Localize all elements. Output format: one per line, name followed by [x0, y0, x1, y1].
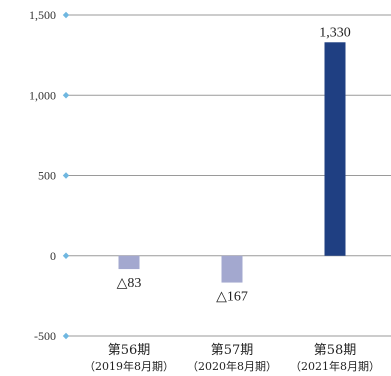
y-tick-marker — [62, 11, 70, 19]
y-tick-marker — [62, 332, 70, 340]
bar — [118, 255, 140, 270]
y-tick-label: 1,500 — [29, 8, 56, 22]
x-category-sublabel: （2019年8月期） — [84, 359, 174, 373]
y-tick-label: 1,000 — [29, 88, 56, 102]
y-tick-marker — [62, 172, 70, 179]
bar — [221, 255, 243, 283]
x-category-label: 第56期 — [108, 343, 151, 358]
x-category-sublabel: （2020年8月期） — [187, 359, 277, 373]
x-category-label: 第58期 — [314, 343, 357, 358]
y-tick-label: -500 — [34, 329, 56, 343]
x-category-sublabel: （2021年8月期） — [290, 359, 380, 373]
y-tick-marker — [62, 92, 70, 99]
y-tick-label: 0 — [50, 249, 56, 263]
data-label: △83 — [117, 276, 142, 291]
data-label: 1,330 — [319, 25, 351, 40]
bar — [324, 42, 346, 256]
y-tick-label: 500 — [38, 169, 56, 183]
y-tick-marker — [62, 252, 70, 259]
x-category-label: 第57期 — [211, 343, 254, 358]
data-label: △167 — [216, 290, 248, 305]
